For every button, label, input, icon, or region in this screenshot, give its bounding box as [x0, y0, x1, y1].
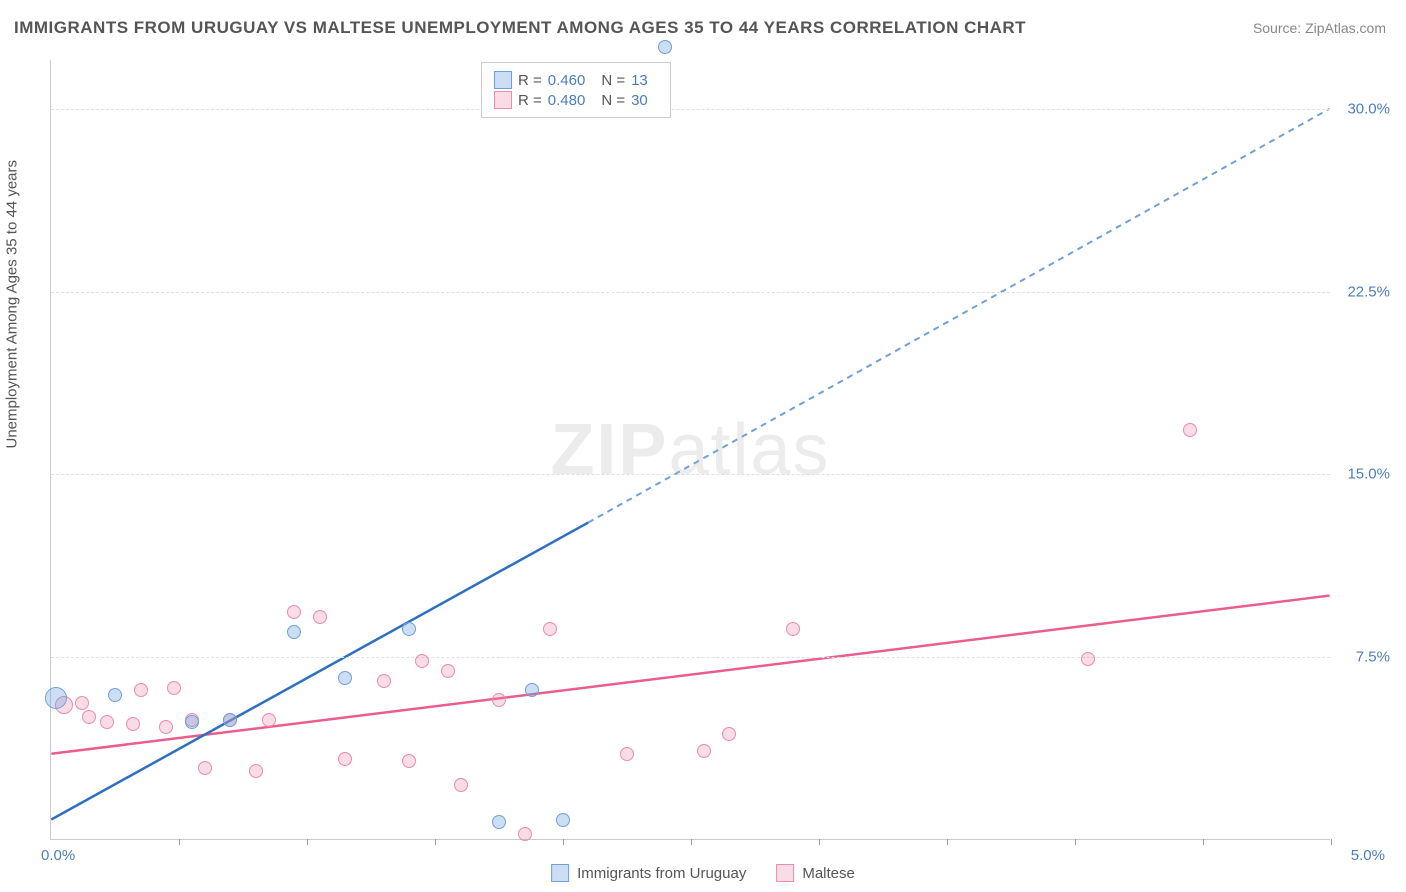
- marker-uruguay: [287, 625, 301, 639]
- marker-maltese: [620, 747, 634, 761]
- plot-area: ZIPatlas R = 0.460 N = 13 R = 0.480 N = …: [50, 60, 1330, 840]
- x-tick: [179, 839, 180, 845]
- legend-row-uruguay: R = 0.460 N = 13: [494, 71, 658, 89]
- marker-uruguay: [338, 671, 352, 685]
- grid-line: [51, 292, 1330, 293]
- x-tick: [563, 839, 564, 845]
- marker-maltese: [134, 683, 148, 697]
- marker-uruguay: [45, 687, 67, 709]
- source-value: ZipAtlas.com: [1305, 20, 1386, 36]
- marker-maltese: [377, 674, 391, 688]
- marker-uruguay: [492, 815, 506, 829]
- marker-maltese: [249, 764, 263, 778]
- y-tick-label: 7.5%: [1356, 649, 1390, 666]
- legend-n-maltese: 30: [631, 92, 648, 109]
- legend-item-uruguay: Immigrants from Uruguay: [551, 864, 746, 882]
- watermark-bold: ZIP: [550, 410, 668, 490]
- trend-lines-svg: [51, 60, 1330, 839]
- x-origin-label: 0.0%: [41, 847, 75, 864]
- marker-maltese: [722, 727, 736, 741]
- marker-maltese: [1183, 423, 1197, 437]
- source-label: Source:: [1253, 20, 1301, 36]
- marker-maltese: [697, 744, 711, 758]
- x-tick: [307, 839, 308, 845]
- legend-r-uruguay: 0.460: [548, 72, 586, 89]
- legend-label-maltese: Maltese: [802, 865, 855, 882]
- marker-uruguay: [185, 715, 199, 729]
- marker-maltese: [454, 778, 468, 792]
- watermark: ZIPatlas: [550, 409, 830, 491]
- legend-r-label: R =: [518, 72, 542, 89]
- marker-maltese: [313, 610, 327, 624]
- x-tick: [691, 839, 692, 845]
- marker-maltese: [126, 717, 140, 731]
- legend-swatch-uruguay: [551, 864, 569, 882]
- y-tick-label: 30.0%: [1347, 100, 1390, 117]
- legend-r-maltese: 0.480: [548, 92, 586, 109]
- series-legend: Immigrants from Uruguay Maltese: [551, 864, 855, 882]
- legend-swatch-uruguay: [494, 71, 512, 89]
- marker-uruguay: [556, 813, 570, 827]
- marker-uruguay: [525, 683, 539, 697]
- x-tick: [1203, 839, 1204, 845]
- marker-uruguay: [223, 713, 237, 727]
- source-attribution: Source: ZipAtlas.com: [1253, 20, 1386, 36]
- marker-maltese: [82, 710, 96, 724]
- legend-label-uruguay: Immigrants from Uruguay: [577, 865, 746, 882]
- marker-maltese: [262, 713, 276, 727]
- marker-maltese: [287, 605, 301, 619]
- marker-maltese: [198, 761, 212, 775]
- marker-maltese: [159, 720, 173, 734]
- marker-maltese: [167, 681, 181, 695]
- x-end-label: 5.0%: [1351, 847, 1385, 864]
- grid-line: [51, 109, 1330, 110]
- marker-maltese: [75, 696, 89, 710]
- legend-item-maltese: Maltese: [776, 864, 855, 882]
- watermark-light: atlas: [668, 410, 830, 490]
- marker-maltese: [543, 622, 557, 636]
- y-tick-label: 15.0%: [1347, 466, 1390, 483]
- marker-maltese: [415, 654, 429, 668]
- legend-n-label: N =: [601, 92, 625, 109]
- x-tick: [1331, 839, 1332, 845]
- marker-maltese: [786, 622, 800, 636]
- legend-n-uruguay: 13: [631, 72, 648, 89]
- marker-maltese: [518, 827, 532, 841]
- marker-maltese: [1081, 652, 1095, 666]
- legend-swatch-maltese: [776, 864, 794, 882]
- x-tick: [435, 839, 436, 845]
- legend-swatch-maltese: [494, 91, 512, 109]
- legend-r-label: R =: [518, 92, 542, 109]
- marker-maltese: [402, 754, 416, 768]
- x-tick: [1075, 839, 1076, 845]
- chart-title: IMMIGRANTS FROM URUGUAY VS MALTESE UNEMP…: [14, 18, 1026, 38]
- grid-line: [51, 657, 1330, 658]
- x-tick: [819, 839, 820, 845]
- marker-uruguay: [658, 40, 672, 54]
- correlation-legend: R = 0.460 N = 13 R = 0.480 N = 30: [481, 62, 671, 118]
- legend-row-maltese: R = 0.480 N = 30: [494, 91, 658, 109]
- marker-maltese: [492, 693, 506, 707]
- y-tick-label: 22.5%: [1347, 283, 1390, 300]
- marker-uruguay: [402, 622, 416, 636]
- grid-line: [51, 474, 1330, 475]
- marker-maltese: [338, 752, 352, 766]
- legend-n-label: N =: [601, 72, 625, 89]
- x-tick: [947, 839, 948, 845]
- y-axis-label: Unemployment Among Ages 35 to 44 years: [4, 160, 21, 449]
- marker-maltese: [100, 715, 114, 729]
- marker-maltese: [441, 664, 455, 678]
- marker-uruguay: [108, 688, 122, 702]
